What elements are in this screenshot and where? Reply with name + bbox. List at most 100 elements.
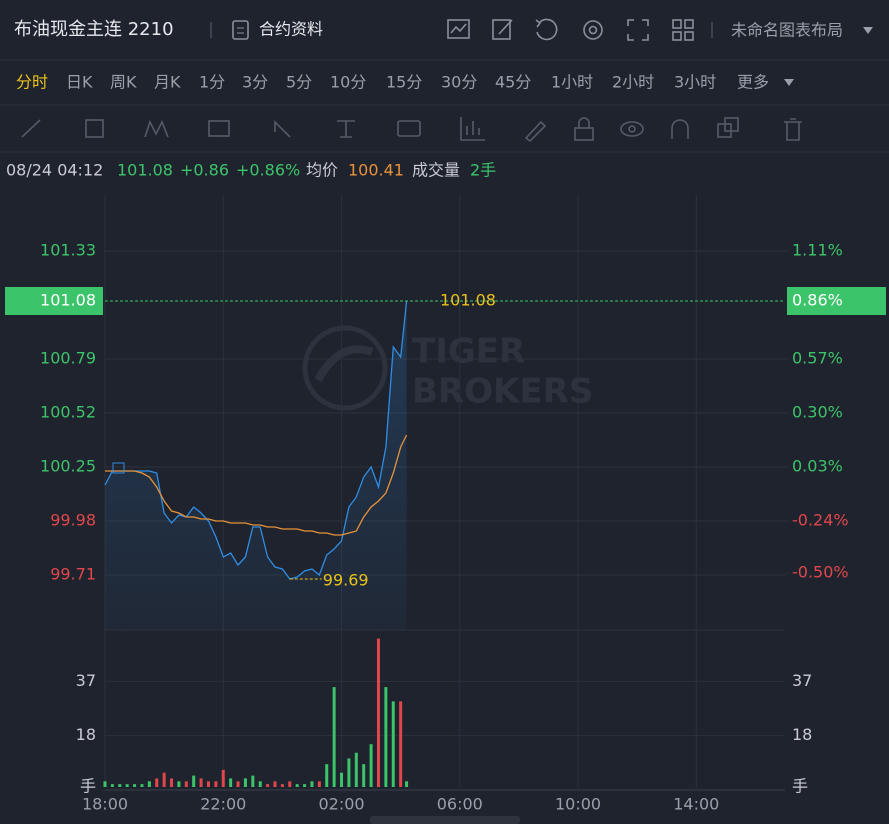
- tool-label[interactable]: [397, 120, 421, 137]
- icon-shape: [642, 19, 649, 26]
- tool-copy[interactable]: [724, 117, 739, 132]
- y2-tick-label: -0.24%: [792, 511, 849, 530]
- volume-bar: [303, 784, 307, 787]
- tool-arrow[interactable]: [274, 120, 291, 138]
- watermark-text: TIGER: [412, 332, 525, 372]
- volume-bar: [258, 781, 262, 787]
- info-volume: 2手: [470, 161, 496, 180]
- doc-icon: [232, 20, 249, 40]
- interval-tab[interactable]: 3小时: [674, 73, 716, 92]
- volume-bar: [162, 772, 166, 787]
- volume-bar: [332, 687, 336, 787]
- tool-measure[interactable]: [460, 117, 485, 141]
- indicator-icon[interactable]: [447, 19, 470, 39]
- interval-tab[interactable]: 2小时: [612, 73, 654, 92]
- tool-rect[interactable]: [85, 119, 104, 138]
- interval-tab[interactable]: 分时: [16, 73, 48, 92]
- info-avg: 100.41: [348, 161, 404, 180]
- volume-bar: [133, 784, 137, 787]
- interval-tab[interactable]: 月K: [154, 73, 181, 92]
- tool-lock[interactable]: [574, 127, 594, 141]
- dropdown-arrow: [863, 27, 873, 34]
- icon-shape: [672, 31, 682, 41]
- contract-info-button[interactable]: 合约资料: [232, 20, 323, 40]
- watermark-logo: [314, 345, 374, 382]
- x-tick-label: 02:00: [318, 795, 364, 814]
- tool-magnet[interactable]: [671, 119, 689, 139]
- icon-shape: [642, 34, 649, 41]
- layout-icon[interactable]: [672, 19, 694, 41]
- watermark-text: BROKERS: [412, 372, 593, 412]
- drawing-toolbar: [21, 117, 802, 143]
- tool-fib[interactable]: [208, 120, 230, 137]
- interval-tab[interactable]: 5分: [286, 73, 312, 92]
- average-line: [105, 434, 408, 536]
- interval-tab[interactable]: 3分: [242, 73, 268, 92]
- volume-bar: [376, 638, 380, 787]
- x-tick-label: 14:00: [673, 795, 719, 814]
- volume-bar: [384, 687, 388, 787]
- info-change-pct: +0.86%: [236, 161, 300, 180]
- tool-text[interactable]: [337, 120, 355, 138]
- volume-bar: [317, 781, 321, 787]
- price-line: [104, 300, 408, 580]
- interval-tab[interactable]: 10分: [330, 73, 366, 92]
- interval-tab[interactable]: 日K: [66, 73, 93, 92]
- info-price: 101.08: [117, 161, 173, 180]
- icon-shape: [684, 31, 694, 41]
- volume-bar: [103, 781, 107, 787]
- settings-icon[interactable]: [583, 20, 603, 40]
- y2-tick-label: 0.57%: [792, 349, 843, 368]
- tool-line[interactable]: [21, 119, 41, 138]
- refresh-icon[interactable]: [535, 18, 558, 41]
- icon-shape: [672, 19, 682, 29]
- icon-shape: [627, 34, 634, 41]
- tool-pattern[interactable]: [144, 119, 169, 138]
- volume-tick-label: 手: [792, 777, 808, 796]
- info-time: 08/24 04:12: [6, 161, 103, 180]
- volume-bar: [354, 752, 358, 787]
- tool-eye[interactable]: [620, 121, 644, 137]
- interval-tab[interactable]: 周K: [110, 73, 137, 92]
- draw-icon[interactable]: [492, 19, 513, 40]
- volume-bar: [251, 775, 255, 787]
- instrument-title: 布油现金主连 2210: [14, 19, 174, 40]
- volume-bar: [236, 781, 240, 787]
- more-arrow[interactable]: [784, 79, 794, 86]
- volume-tick-label: 18: [76, 725, 96, 744]
- interval-tab[interactable]: 1小时: [551, 73, 593, 92]
- tool-lock[interactable]: [578, 117, 590, 128]
- interval-tab[interactable]: 1分: [199, 73, 225, 92]
- icon-shape: [535, 19, 542, 28]
- volume-bar: [221, 769, 225, 787]
- volume-bar: [214, 781, 218, 787]
- x-tick-label: 18:00: [82, 795, 128, 814]
- volume-tick-label: 18: [792, 725, 812, 744]
- volume-bar: [369, 744, 373, 787]
- volume-bar: [340, 772, 344, 787]
- interval-tab[interactable]: 15分: [386, 73, 422, 92]
- y2-tick-label: 0.03%: [792, 457, 843, 476]
- interval-tab[interactable]: 更多: [737, 73, 769, 92]
- fullscreen-icon[interactable]: [627, 19, 649, 41]
- icon-shape: [583, 20, 603, 40]
- volume-bar: [399, 701, 403, 787]
- interval-tab[interactable]: 45分: [495, 73, 531, 92]
- y-tick-label: 99.71: [50, 565, 96, 584]
- tool-brush[interactable]: [524, 120, 547, 143]
- y-tick-label: 100.25: [40, 457, 96, 476]
- y-tick-label: 99.98: [50, 511, 96, 530]
- volume-bar: [140, 784, 144, 787]
- interval-tab[interactable]: 30分: [441, 73, 477, 92]
- tool-delete[interactable]: [784, 118, 802, 141]
- x-tick-label: 22:00: [200, 795, 246, 814]
- x-tick-label: 10:00: [555, 795, 601, 814]
- volume-bar: [206, 781, 210, 787]
- y2-tick-label: 1.11%: [792, 241, 843, 260]
- tool-eye[interactable]: [628, 125, 636, 133]
- scrollbar[interactable]: [370, 816, 520, 824]
- layout-menu[interactable]: 未命名图表布局: [731, 21, 873, 40]
- icon-shape: [492, 19, 511, 40]
- x-tick-label: 06:00: [437, 795, 483, 814]
